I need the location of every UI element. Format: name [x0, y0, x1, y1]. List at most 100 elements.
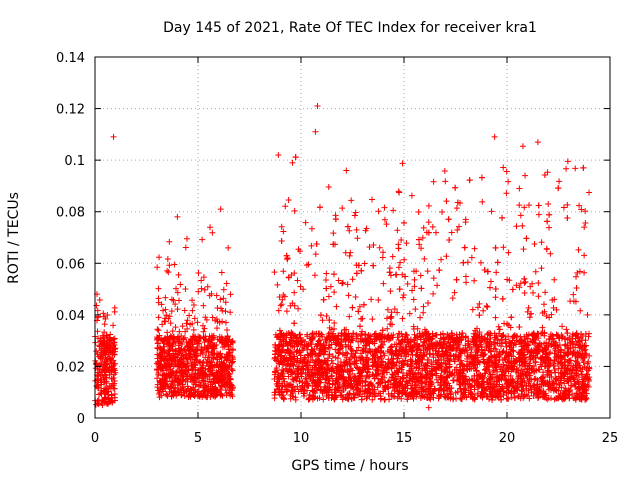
data-point [360, 338, 367, 345]
data-point [557, 355, 564, 362]
data-point [384, 333, 391, 340]
data-point [481, 266, 488, 273]
data-point [586, 189, 593, 196]
data-point [388, 315, 395, 322]
data-point [368, 196, 375, 203]
data-point [370, 242, 377, 249]
data-point [208, 349, 215, 356]
data-point [315, 364, 322, 371]
data-point [308, 242, 315, 249]
data-point [462, 273, 469, 280]
data-point [418, 347, 425, 354]
data-point [381, 338, 388, 345]
data-point [438, 376, 445, 383]
data-point [375, 364, 382, 371]
data-point [210, 343, 217, 350]
data-point [438, 256, 445, 263]
data-point [108, 395, 115, 402]
data-point [412, 358, 419, 365]
data-point [567, 340, 574, 347]
data-point [464, 353, 471, 360]
data-point [575, 246, 582, 253]
data-point [291, 302, 298, 309]
data-point [448, 330, 455, 337]
data-point [199, 236, 206, 243]
data-point [280, 228, 287, 235]
data-point [184, 360, 191, 367]
data-point [581, 269, 588, 276]
data-point [429, 388, 436, 395]
data-point [454, 342, 461, 349]
data-point [387, 314, 394, 321]
data-point [297, 341, 304, 348]
data-point [431, 366, 438, 373]
data-point [486, 373, 493, 380]
data-point [186, 388, 193, 395]
data-point [416, 361, 423, 368]
data-point [380, 388, 387, 395]
data-point [544, 354, 551, 361]
data-point [95, 353, 102, 360]
data-point [348, 351, 355, 358]
data-point [553, 395, 560, 402]
data-point [506, 277, 513, 284]
data-point [550, 363, 557, 370]
data-point [218, 269, 225, 276]
data-point [311, 331, 318, 338]
data-point [408, 365, 415, 372]
data-point [471, 386, 478, 393]
data-point [386, 269, 393, 276]
data-point [204, 386, 211, 393]
data-point [451, 337, 458, 344]
data-point [375, 390, 382, 397]
data-point [528, 376, 535, 383]
data-point [173, 392, 180, 399]
data-point [567, 386, 574, 393]
data-point [172, 324, 179, 331]
data-point [416, 356, 423, 363]
data-point [314, 382, 321, 389]
data-point [187, 376, 194, 383]
data-point [176, 297, 183, 304]
data-point [101, 366, 108, 373]
data-point [457, 385, 464, 392]
data-point [209, 229, 216, 236]
data-point [473, 377, 480, 384]
data-point [500, 164, 507, 171]
data-point [154, 335, 161, 342]
data-point [331, 319, 338, 326]
data-point [396, 379, 403, 386]
data-point [334, 355, 341, 362]
data-point [362, 342, 369, 349]
data-point [285, 274, 292, 281]
data-point [336, 346, 343, 353]
data-point [552, 386, 559, 393]
data-point [288, 272, 295, 279]
data-point [196, 392, 203, 399]
chart-title: Day 145 of 2021, Rate Of TEC Index for r… [163, 20, 537, 36]
data-point [390, 392, 397, 399]
data-point [363, 225, 370, 232]
data-point [509, 286, 516, 293]
data-point [571, 380, 578, 387]
data-point [334, 379, 341, 386]
data-point [308, 225, 315, 232]
data-point [353, 347, 360, 354]
data-point [170, 339, 177, 346]
data-point [277, 353, 284, 360]
data-point [508, 367, 515, 374]
data-point [377, 395, 384, 402]
data-point [204, 283, 211, 290]
data-point [453, 205, 460, 212]
data-point [154, 366, 161, 373]
data-point [450, 396, 457, 403]
data-point [379, 373, 386, 380]
data-point [331, 289, 338, 296]
data-point [163, 391, 170, 398]
data-point [511, 357, 518, 364]
data-point [507, 372, 514, 379]
data-point [394, 309, 401, 316]
data-point [291, 289, 298, 296]
data-point [432, 345, 439, 352]
data-point [572, 331, 579, 338]
